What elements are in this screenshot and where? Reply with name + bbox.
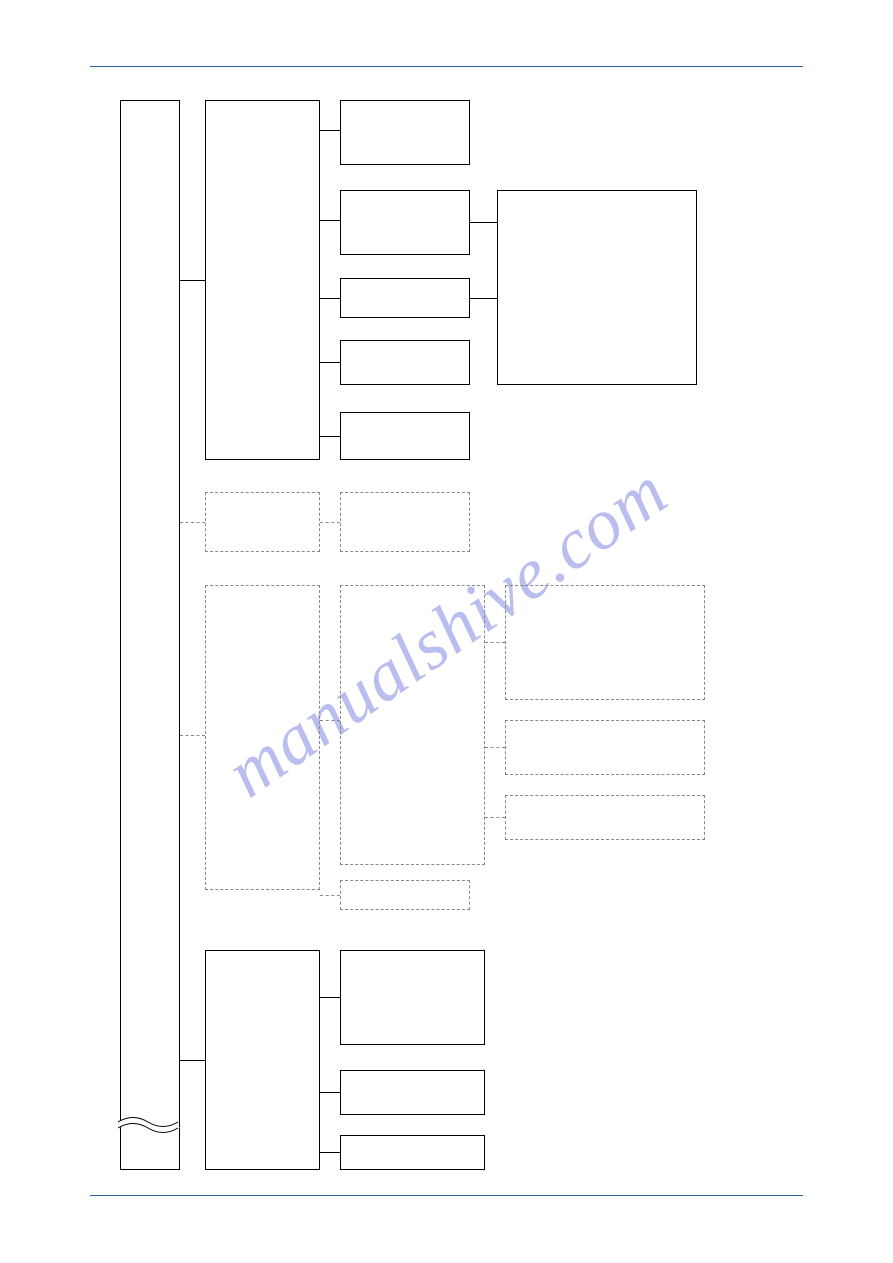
box-big2 <box>205 950 320 1170</box>
connector-dashed <box>180 735 205 736</box>
box-b2b <box>340 1070 485 1115</box>
box-s3 <box>340 278 470 318</box>
connector-dashed <box>320 522 340 523</box>
box-d-big-b <box>340 585 485 865</box>
top-rule <box>90 66 803 67</box>
box-d-small <box>340 880 470 910</box>
connector <box>320 362 340 363</box>
connector-dashed <box>320 895 340 896</box>
box-d-r2 <box>505 720 705 775</box>
connector <box>320 220 340 221</box>
box-d-r1 <box>505 585 705 700</box>
connector-dashed <box>180 522 205 523</box>
box-big1 <box>205 100 320 460</box>
connector-dashed <box>485 817 505 818</box>
connector <box>180 280 205 281</box>
box-panel <box>497 190 697 385</box>
box-s5 <box>340 412 470 460</box>
connector <box>320 130 340 131</box>
connector <box>320 436 340 437</box>
box-s2 <box>340 190 470 255</box>
connector <box>470 298 497 299</box>
box-b2c <box>340 1135 485 1170</box>
connector <box>320 298 340 299</box>
page-tear <box>118 1109 182 1141</box>
bottom-rule <box>90 1195 803 1196</box>
connector-dashed <box>320 720 340 721</box>
box-d-big-a <box>205 585 320 890</box>
box-d-top-b <box>340 492 470 552</box>
connector <box>320 1152 340 1153</box>
connector <box>180 1060 205 1061</box>
box-d-r3 <box>505 795 705 840</box>
connector <box>470 222 497 223</box>
box-leftbar <box>120 100 180 1170</box>
connector-dashed <box>485 747 505 748</box>
box-b2a <box>340 950 485 1045</box>
connector-dashed <box>485 642 505 643</box>
box-s4 <box>340 340 470 385</box>
box-s1 <box>340 100 470 165</box>
connector <box>320 1092 340 1093</box>
box-d-top-a <box>205 492 320 552</box>
connector <box>320 997 340 998</box>
